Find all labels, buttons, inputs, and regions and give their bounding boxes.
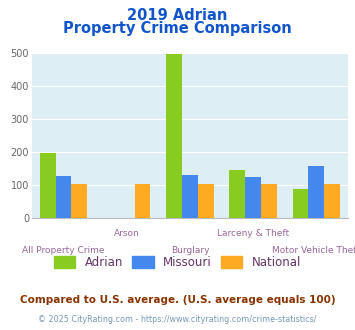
Bar — [261, 184, 277, 218]
Bar — [40, 153, 56, 218]
Text: 2019 Adrian: 2019 Adrian — [127, 8, 228, 23]
Bar — [135, 184, 151, 218]
Bar — [56, 176, 71, 218]
Text: Burglary: Burglary — [171, 246, 209, 255]
Legend: Adrian, Missouri, National: Adrian, Missouri, National — [49, 251, 306, 274]
Bar — [293, 189, 308, 218]
Bar — [166, 54, 182, 218]
Text: © 2025 CityRating.com - https://www.cityrating.com/crime-statistics/: © 2025 CityRating.com - https://www.city… — [38, 315, 317, 324]
Bar — [229, 170, 245, 218]
Bar — [245, 177, 261, 218]
Bar — [182, 175, 198, 218]
Text: Property Crime Comparison: Property Crime Comparison — [63, 21, 292, 36]
Text: Motor Vehicle Theft: Motor Vehicle Theft — [272, 246, 355, 255]
Bar — [324, 184, 340, 218]
Text: Arson: Arson — [114, 229, 140, 238]
Text: All Property Crime: All Property Crime — [22, 246, 105, 255]
Text: Compared to U.S. average. (U.S. average equals 100): Compared to U.S. average. (U.S. average … — [20, 295, 335, 305]
Bar — [308, 166, 324, 218]
Text: Larceny & Theft: Larceny & Theft — [217, 229, 289, 238]
Bar — [71, 184, 87, 218]
Bar — [198, 184, 214, 218]
